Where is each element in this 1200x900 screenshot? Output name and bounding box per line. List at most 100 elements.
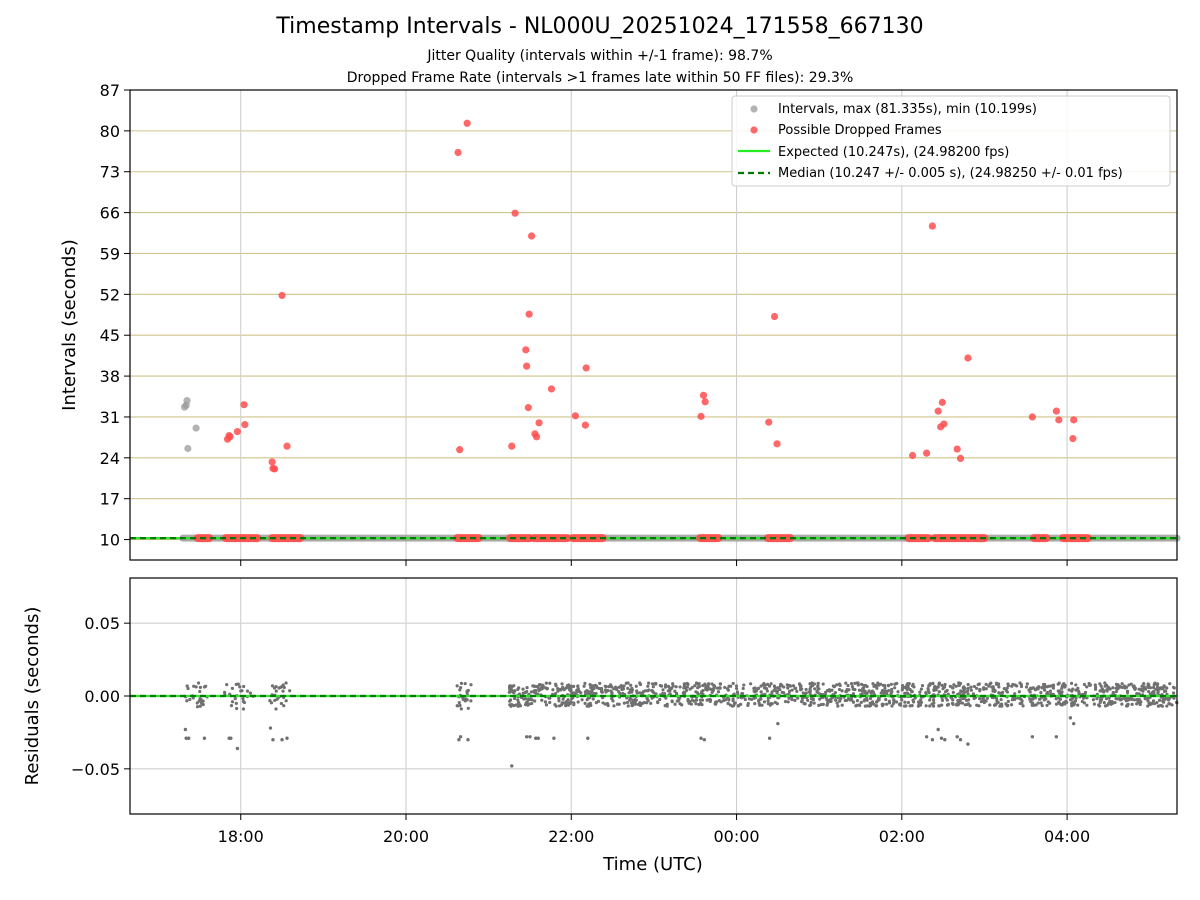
residual-point — [1060, 684, 1064, 688]
residual-point — [543, 700, 548, 704]
residual-point — [940, 683, 944, 687]
residual-point — [544, 703, 549, 707]
residual-point — [599, 686, 604, 691]
top-y-tick-label: 87 — [100, 81, 120, 100]
residual-point — [625, 700, 629, 705]
residual-point — [1146, 704, 1150, 708]
residual-point — [754, 689, 758, 693]
residual-point — [1093, 683, 1097, 687]
residual-point — [1165, 704, 1169, 708]
residual-point — [685, 682, 689, 686]
residual-point — [790, 688, 794, 692]
residual-point — [1098, 682, 1102, 686]
residual-outlier — [457, 738, 461, 742]
residual-point — [762, 682, 766, 686]
residual-point — [235, 706, 239, 711]
residual-point — [854, 704, 858, 708]
residual-outlier — [268, 726, 273, 730]
residual-point — [786, 686, 790, 690]
residual-point — [186, 686, 190, 691]
dropped-frame-point — [934, 407, 942, 415]
residual-point — [1167, 698, 1171, 702]
residual-point — [562, 688, 566, 692]
residual-outlier — [699, 736, 703, 740]
residual-point — [670, 699, 674, 703]
residual-point — [946, 703, 950, 707]
residual-point — [780, 683, 784, 687]
residual-point — [732, 704, 736, 708]
residual-point — [463, 681, 467, 686]
residual-point — [272, 686, 277, 690]
bottom-plot-data — [130, 681, 1179, 768]
residual-point — [1048, 701, 1052, 705]
residual-point — [863, 689, 867, 693]
residual-point — [512, 691, 516, 695]
residual-point — [1151, 685, 1156, 690]
residual-point — [731, 697, 735, 701]
legend-frame — [731, 95, 1171, 187]
residual-point — [869, 690, 873, 695]
dropped-frame-point — [773, 440, 781, 448]
residual-point — [516, 704, 520, 708]
residual-point — [794, 686, 798, 690]
residual-point — [759, 690, 763, 694]
residual-point — [885, 702, 889, 706]
dropped-frame-point — [928, 222, 936, 230]
residual-point — [604, 690, 608, 694]
residual-outlier — [1068, 716, 1073, 720]
residual-point — [836, 704, 840, 708]
dropped-frame-point — [1028, 413, 1036, 421]
residual-point — [987, 684, 991, 688]
residual-point — [975, 703, 979, 707]
residual-point — [1171, 685, 1176, 689]
residual-point — [663, 685, 668, 689]
dropped-frame-point — [1055, 416, 1063, 424]
residual-point — [735, 686, 739, 691]
residual-point — [727, 698, 731, 702]
residual-point — [576, 700, 580, 704]
bottom-x-tick-label: 00:00 — [713, 827, 759, 846]
residual-point — [1114, 682, 1119, 687]
residual-point — [952, 683, 956, 687]
residual-point — [972, 684, 976, 689]
residual-outlier — [524, 735, 529, 739]
residual-point — [809, 700, 813, 704]
residual-outlier — [924, 735, 929, 739]
residual-point — [689, 702, 693, 706]
residual-point — [612, 687, 616, 691]
residual-point — [1037, 697, 1042, 701]
residual-outlier — [1030, 735, 1035, 739]
residual-point — [831, 684, 835, 688]
residual-point — [1120, 702, 1124, 706]
residual-point — [924, 690, 928, 695]
residual-point — [508, 698, 513, 702]
residual-point — [834, 698, 838, 702]
residual-point — [715, 686, 719, 690]
residual-point — [1064, 699, 1068, 703]
residual-point — [553, 692, 558, 696]
residual-point — [649, 701, 653, 705]
residual-point — [656, 700, 660, 704]
residual-point — [590, 688, 594, 692]
top-axes: 10 17 24 31 38 45 52 59 66 73 80 87 — [100, 81, 1068, 566]
residual-point — [951, 690, 955, 694]
residual-point — [971, 692, 975, 696]
residual-point — [1067, 688, 1071, 692]
residual-point — [194, 685, 198, 689]
residual-point — [773, 686, 777, 690]
residual-point — [770, 690, 774, 694]
legend-label-median: Median (10.247 +/- 0.005 s), (24.98250 +… — [778, 166, 1123, 181]
dropped-frame-point — [701, 398, 709, 406]
residual-point — [651, 689, 655, 694]
residual-point — [1019, 684, 1024, 689]
residual-point — [1057, 681, 1061, 685]
residual-point — [956, 703, 960, 707]
residual-point — [1099, 684, 1103, 688]
residual-point — [1154, 687, 1158, 691]
residual-point — [651, 685, 655, 689]
residual-point — [985, 696, 989, 700]
residual-point — [1037, 685, 1041, 689]
residual-point — [669, 687, 673, 691]
dropped-frame-point — [532, 433, 541, 441]
residual-point — [1068, 698, 1073, 702]
